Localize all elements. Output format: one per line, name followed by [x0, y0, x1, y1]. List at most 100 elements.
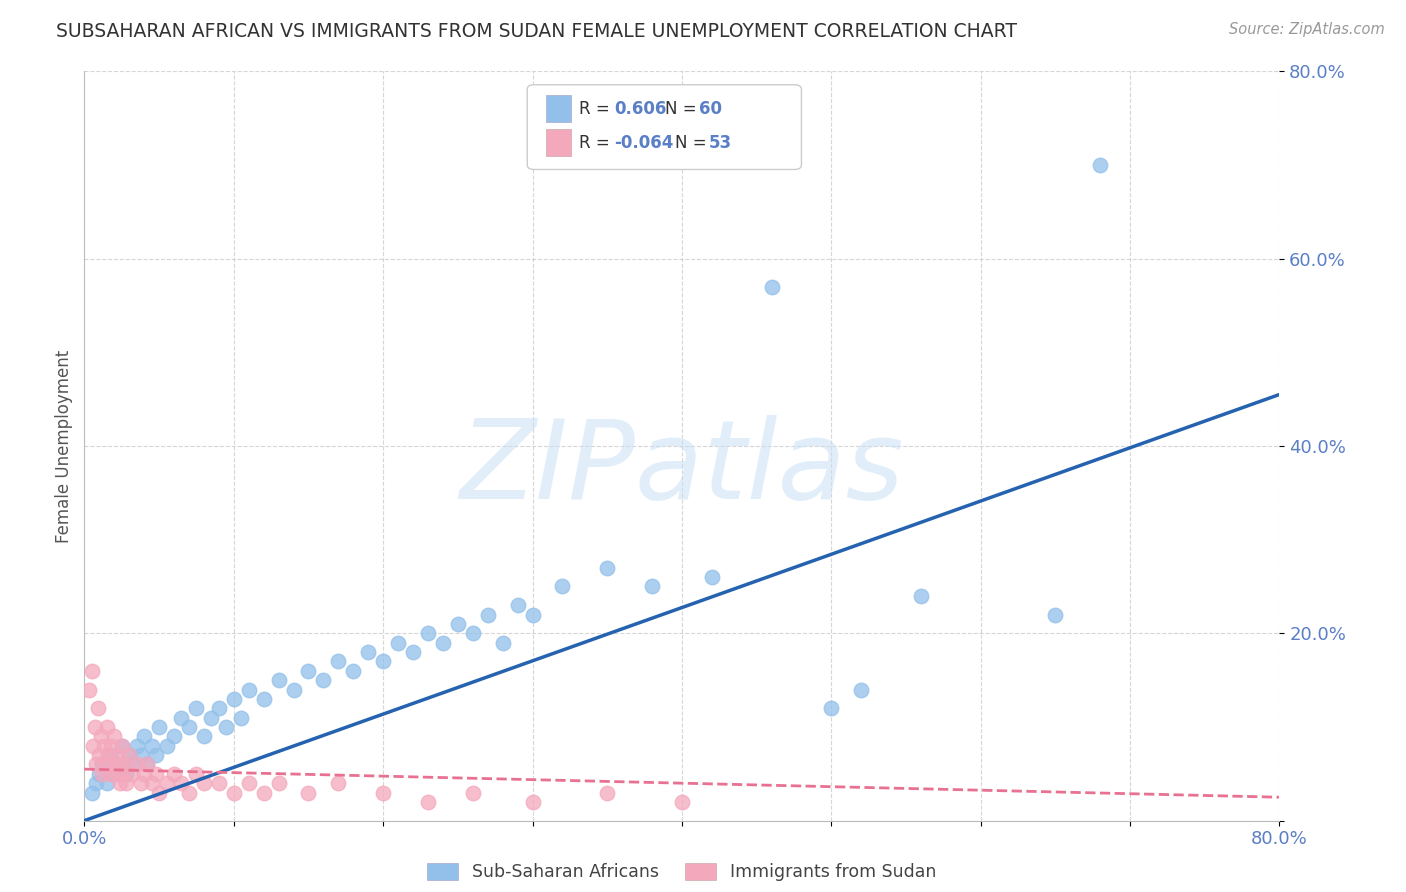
Point — [104, 767, 127, 781]
Point — [522, 795, 544, 809]
Point — [141, 776, 163, 790]
Point — [145, 747, 167, 762]
Point — [357, 645, 380, 659]
Point — [267, 776, 290, 790]
Point — [170, 776, 193, 790]
Point — [91, 757, 114, 772]
Point — [90, 730, 112, 744]
Point — [121, 757, 143, 772]
Point — [96, 720, 118, 734]
Point — [193, 776, 215, 790]
Point — [253, 786, 276, 800]
Point — [121, 767, 143, 781]
Point — [416, 795, 439, 809]
Point — [373, 786, 395, 800]
Point — [238, 682, 260, 697]
Point — [125, 757, 148, 772]
Point — [1090, 158, 1112, 172]
Point — [402, 645, 425, 659]
Point — [132, 730, 156, 744]
Point — [98, 767, 121, 781]
Point — [596, 786, 619, 800]
Point — [186, 767, 208, 781]
Point — [820, 701, 842, 715]
Point — [77, 682, 100, 697]
Point — [267, 673, 290, 688]
Point — [100, 739, 122, 753]
Point — [105, 757, 128, 772]
Point — [105, 747, 128, 762]
Text: N =: N = — [675, 134, 711, 152]
Point — [328, 655, 350, 669]
Point — [80, 786, 103, 800]
Point — [125, 739, 148, 753]
Point — [96, 776, 118, 790]
Y-axis label: Female Unemployment: Female Unemployment — [55, 350, 73, 542]
Point — [94, 757, 117, 772]
Point — [416, 626, 439, 640]
Point — [86, 757, 108, 772]
Text: Source: ZipAtlas.com: Source: ZipAtlas.com — [1229, 22, 1385, 37]
Point — [910, 589, 932, 603]
Point — [186, 701, 208, 715]
Point — [111, 739, 134, 753]
Point — [97, 747, 120, 762]
Point — [387, 635, 409, 649]
Point — [132, 767, 156, 781]
Text: SUBSAHARAN AFRICAN VS IMMIGRANTS FROM SUDAN FEMALE UNEMPLOYMENT CORRELATION CHAR: SUBSAHARAN AFRICAN VS IMMIGRANTS FROM SU… — [56, 22, 1017, 41]
Point — [208, 701, 231, 715]
Point — [163, 730, 186, 744]
Point — [283, 682, 305, 697]
Point — [91, 767, 114, 781]
Point — [700, 570, 723, 584]
Point — [177, 786, 200, 800]
Point — [115, 776, 138, 790]
Point — [447, 617, 470, 632]
Point — [506, 599, 529, 613]
Point — [101, 757, 124, 772]
Point — [155, 739, 177, 753]
Point — [148, 720, 170, 734]
Point — [83, 720, 105, 734]
Point — [222, 786, 245, 800]
Point — [297, 786, 319, 800]
Point — [118, 747, 141, 762]
Point — [231, 710, 253, 724]
Point — [118, 747, 141, 762]
Point — [297, 664, 319, 678]
Point — [111, 739, 134, 753]
Point — [115, 767, 138, 781]
Point — [87, 701, 110, 715]
Point — [89, 767, 111, 781]
Point — [155, 776, 177, 790]
Point — [208, 776, 231, 790]
Text: R =: R = — [579, 134, 616, 152]
Point — [522, 607, 544, 622]
Point — [312, 673, 335, 688]
Text: 53: 53 — [709, 134, 731, 152]
Point — [215, 720, 238, 734]
Legend: Sub-Saharan Africans, Immigrants from Sudan: Sub-Saharan Africans, Immigrants from Su… — [420, 856, 943, 888]
Point — [110, 776, 132, 790]
Text: 60: 60 — [699, 100, 721, 118]
Point — [641, 580, 664, 594]
Point — [107, 757, 129, 772]
Point — [222, 692, 245, 706]
Point — [141, 739, 163, 753]
Text: N =: N = — [665, 100, 702, 118]
Point — [177, 720, 200, 734]
Point — [100, 747, 122, 762]
Point — [342, 664, 364, 678]
Point — [163, 767, 186, 781]
Point — [129, 776, 152, 790]
Text: R =: R = — [579, 100, 616, 118]
Point — [86, 776, 108, 790]
Point — [93, 739, 115, 753]
Point — [89, 747, 111, 762]
Point — [477, 607, 499, 622]
Text: -0.064: -0.064 — [614, 134, 673, 152]
Point — [253, 692, 276, 706]
Point — [373, 655, 395, 669]
Point — [551, 580, 574, 594]
Point — [80, 664, 103, 678]
